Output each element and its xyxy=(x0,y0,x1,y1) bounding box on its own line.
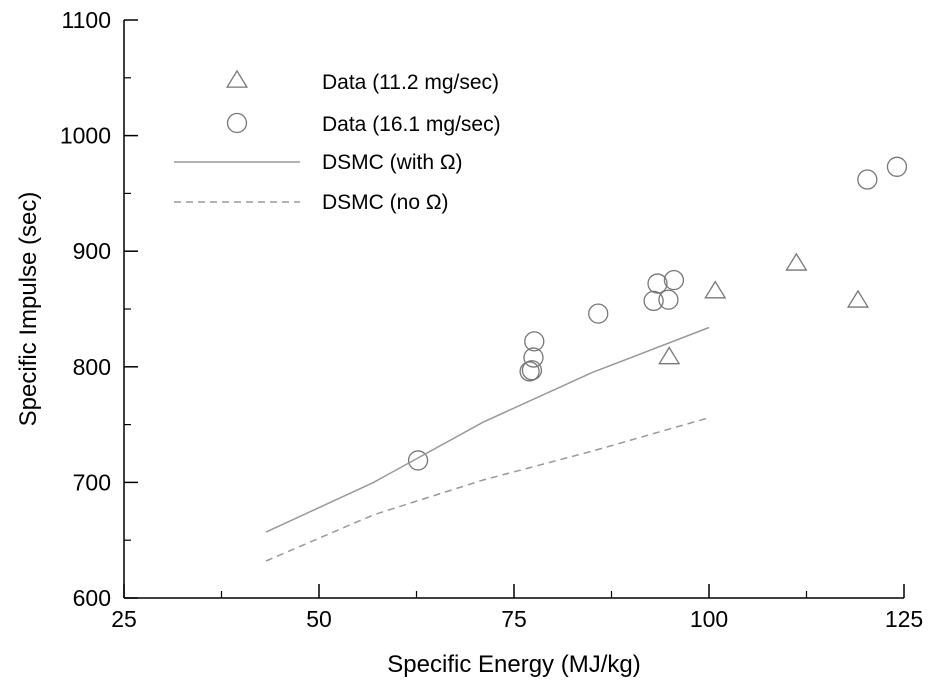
data-point-circle xyxy=(663,269,685,291)
dsmc-no-omega-line xyxy=(265,416,710,562)
data-point-circle xyxy=(588,303,609,324)
x-tick-label: 125 xyxy=(885,606,923,632)
y-tick-label: 900 xyxy=(73,238,111,264)
legend-label: DSMC (with Ω) xyxy=(322,151,463,174)
dsmc-with-omega-line xyxy=(265,326,710,533)
data-point-circle xyxy=(658,289,679,310)
y-tick-label: 1000 xyxy=(60,123,111,149)
y-tick-label: 1100 xyxy=(62,7,111,33)
legend-triangle-marker xyxy=(225,69,249,88)
x-axis-label: Specific Energy (MJ/kg) xyxy=(387,651,640,678)
data-point-circle xyxy=(519,361,540,382)
data-point-triangle xyxy=(846,289,870,308)
y-tick-label: 700 xyxy=(73,469,111,495)
y-axis-label: Specific Impulse (sec) xyxy=(15,192,42,427)
data-point-circle xyxy=(524,331,545,352)
data-point-circle xyxy=(407,450,429,471)
x-tick-label: 25 xyxy=(111,606,137,632)
data-point-circle xyxy=(647,273,668,294)
data-point-circle xyxy=(523,347,544,368)
x-tick-label: 50 xyxy=(306,606,332,632)
legend-label: DSMC (no Ω) xyxy=(322,191,449,214)
x-tick-label: 100 xyxy=(690,606,728,632)
data-point-circle xyxy=(643,290,664,312)
data-point-circle xyxy=(521,360,543,381)
legend-label: Data (16.1 mg/sec) xyxy=(322,113,501,136)
legend: Data (11.2 mg/sec) Data (16.1 mg/sec) DSMC… xyxy=(174,69,501,214)
plot-area xyxy=(265,156,908,562)
data-point-circle xyxy=(857,169,878,190)
x-tick-label: 75 xyxy=(501,606,527,632)
y-tick-label: 600 xyxy=(73,585,111,611)
y-tick-label: 800 xyxy=(73,354,111,380)
axes: 600 700 800 900 1000 1100 25 50 75 100 125 xyxy=(60,7,923,632)
data-point-triangle xyxy=(658,346,681,365)
data-point-triangle xyxy=(785,252,808,271)
legend-label: Data (11.2 mg/sec) xyxy=(322,71,499,94)
data-point-circle xyxy=(886,156,908,177)
legend-circle-marker xyxy=(226,112,248,134)
data-point-triangle xyxy=(704,280,727,299)
